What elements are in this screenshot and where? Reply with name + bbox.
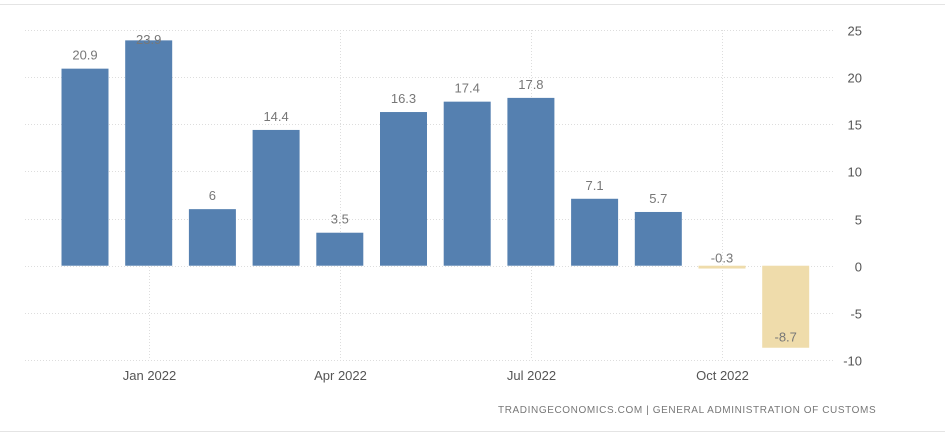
y-tick-label: -10 xyxy=(843,354,862,369)
y-tick-label: 0 xyxy=(855,260,862,275)
x-tick-label: Jul 2022 xyxy=(507,368,556,383)
data-label: 7.1 xyxy=(586,178,604,193)
data-label: 23.9 xyxy=(136,32,161,47)
bar xyxy=(571,198,619,266)
data-label: 14.4 xyxy=(263,109,288,124)
bar xyxy=(698,265,746,269)
data-label: 6 xyxy=(209,188,216,203)
top-border xyxy=(0,4,945,5)
data-label: 3.5 xyxy=(331,212,349,227)
bar xyxy=(507,97,555,266)
bar xyxy=(61,68,109,266)
bar xyxy=(380,112,427,266)
data-label: 17.8 xyxy=(518,77,543,92)
data-label: 5.7 xyxy=(649,191,667,206)
y-tick-label: 5 xyxy=(855,213,862,228)
y-tick-label: 25 xyxy=(848,24,862,39)
y-tick-label: -5 xyxy=(850,307,862,322)
bar xyxy=(316,232,364,266)
data-label: -0.3 xyxy=(711,251,733,266)
data-label: 20.9 xyxy=(72,48,97,63)
bar xyxy=(634,211,682,266)
source-credit: TRADINGECONOMICS.COM | GENERAL ADMINISTR… xyxy=(498,405,877,416)
y-tick-label: 10 xyxy=(848,165,862,180)
bar xyxy=(188,209,236,266)
data-label: -8.7 xyxy=(774,330,796,345)
bar xyxy=(252,129,300,266)
data-label: 16.3 xyxy=(391,91,416,106)
bar xyxy=(443,101,491,266)
y-tick-label: 20 xyxy=(848,71,862,86)
x-tick-label: Apr 2022 xyxy=(314,368,367,383)
bottom-border xyxy=(0,431,945,432)
bar xyxy=(125,40,173,266)
y-tick-label: 15 xyxy=(848,118,862,133)
x-tick-label: Oct 2022 xyxy=(696,368,749,383)
bar xyxy=(762,265,810,348)
data-label: 17.4 xyxy=(455,81,480,96)
x-tick-label: Jan 2022 xyxy=(123,368,177,383)
